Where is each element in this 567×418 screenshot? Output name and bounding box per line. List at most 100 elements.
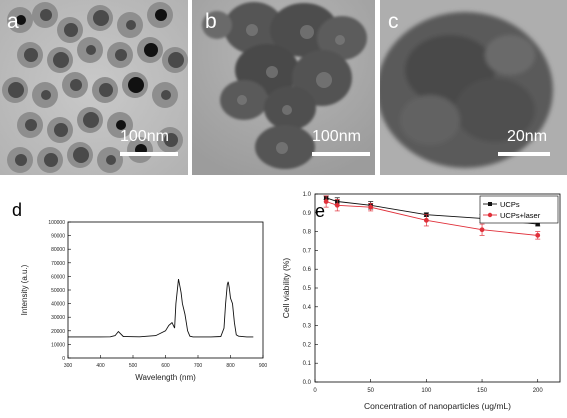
panel-label-d: d (12, 200, 23, 220)
particle-core (41, 90, 51, 100)
emission-spectrum-chart: 300 400 500 600 700 800 900 0 10000 20000 30000 400… (20, 220, 268, 382)
y-tick-label: 0.3 (303, 324, 312, 330)
particle-core (53, 52, 69, 68)
particle-core (8, 82, 24, 98)
particle-core (83, 112, 99, 128)
y-tick-label: 10000 (51, 342, 65, 348)
particle-core (126, 20, 136, 30)
x-tick-label: 0 (313, 388, 317, 394)
y-tick-label: 100000 (48, 220, 65, 226)
tem-image-b (192, 0, 375, 175)
y-tick-label: 0.1 (303, 361, 312, 367)
tem-micrograph-c (380, 0, 567, 175)
scale-text-c: 20nm (507, 128, 548, 145)
y-tick-label: 0.5 (303, 286, 312, 292)
legend-box (479, 195, 559, 224)
x-tick-label: 800 (226, 363, 235, 369)
y-tick-label: 70000 (51, 261, 65, 267)
x-axis-label: Concentration of nanoparticles (ug/mL) (364, 401, 511, 411)
x-tick-label: 50 (367, 388, 374, 394)
spectrum-line (68, 279, 254, 338)
scale-bar-b (312, 152, 370, 156)
legend-marker (487, 212, 493, 218)
particle-core (99, 83, 113, 97)
particle-core (16, 15, 26, 25)
particle-core (44, 153, 58, 167)
x-tick-label: 400 (96, 363, 105, 369)
tem-micrograph-b (192, 0, 375, 175)
x-tick-label: 700 (194, 363, 203, 369)
particle-core (25, 119, 37, 131)
particle-core (155, 9, 167, 21)
particle-core (73, 147, 89, 163)
y-tick-label: 60000 (51, 274, 65, 280)
data-point (535, 221, 540, 227)
particle-core (168, 52, 184, 68)
scale-text-a: 100nm (120, 128, 169, 145)
scale-bar-c (498, 152, 550, 156)
particle-core (54, 123, 68, 137)
scale-bar-a (120, 152, 178, 156)
y-tick-label: 0.9 (303, 211, 312, 217)
particle-core (86, 45, 96, 55)
particle-core (64, 23, 78, 37)
data-point (535, 232, 541, 238)
panel-label-e: e (315, 201, 326, 221)
x-tick-label: 300 (64, 363, 73, 369)
panel-label-a: a (7, 10, 19, 33)
x-tick-label: 500 (129, 363, 138, 369)
data-point (368, 204, 374, 210)
particle-core (115, 49, 127, 61)
y-tick-label: 40000 (51, 302, 65, 308)
y-tick-label: 0.2 (303, 342, 312, 348)
y-tick-label: 0.7 (303, 248, 312, 254)
y-tick-label: 0 (62, 356, 65, 362)
x-tick-label: 200 (533, 388, 544, 394)
particle-core (24, 48, 38, 62)
particle-core (106, 155, 116, 165)
particle-core (161, 90, 171, 100)
panel-label-c: c (388, 10, 399, 33)
y-tick-label: 0.4 (303, 305, 312, 311)
data-point (423, 217, 429, 223)
tem-micrograph-a (0, 0, 188, 175)
y-tick-label: 0.8 (303, 230, 312, 236)
data-point (479, 227, 485, 233)
particle-core (116, 120, 126, 130)
y-tick-label: 0.6 (303, 267, 312, 273)
legend-label: UCPs (500, 200, 520, 209)
tem-image-c (380, 0, 567, 175)
x-tick-label: 150 (477, 388, 488, 394)
tem-image-a (0, 0, 188, 175)
x-tick-label: 900 (259, 363, 268, 369)
particle-core (144, 43, 158, 57)
particle-core (40, 9, 52, 21)
legend-label: UCPs+laser (500, 211, 541, 220)
y-tick-label: 20000 (51, 329, 65, 335)
scale-text-b: 100nm (312, 128, 361, 145)
particle-core (128, 77, 144, 93)
y-tick-label: 50000 (51, 288, 65, 294)
y-tick-label: 90000 (51, 234, 65, 240)
x-axis-label: Wavelength (nm) (135, 373, 196, 382)
y-axis-label: Intensity (a.u.) (20, 264, 29, 315)
y-tick-label: 30000 (51, 315, 65, 321)
particle-core (15, 154, 27, 166)
data-point (334, 202, 340, 208)
data-point (323, 199, 329, 204)
x-tick-label: 100 (421, 388, 432, 394)
aggregate-texture (237, 24, 345, 154)
x-tick-label: 600 (161, 363, 170, 369)
panel-label-b: b (205, 10, 217, 33)
y-axis-label: Cell viability (%) (282, 258, 291, 319)
nanoparticle-group (2, 2, 188, 173)
y-tick-label: 80000 (51, 247, 65, 253)
particle-core (164, 133, 178, 147)
legend-marker (488, 202, 492, 206)
plot-frame (67, 221, 264, 359)
single-particle (380, 12, 553, 168)
y-tick-label: 1.0 (303, 192, 312, 198)
particle-core (93, 10, 109, 26)
particle-core (70, 79, 82, 91)
y-tick-label: 0.0 (303, 380, 312, 386)
